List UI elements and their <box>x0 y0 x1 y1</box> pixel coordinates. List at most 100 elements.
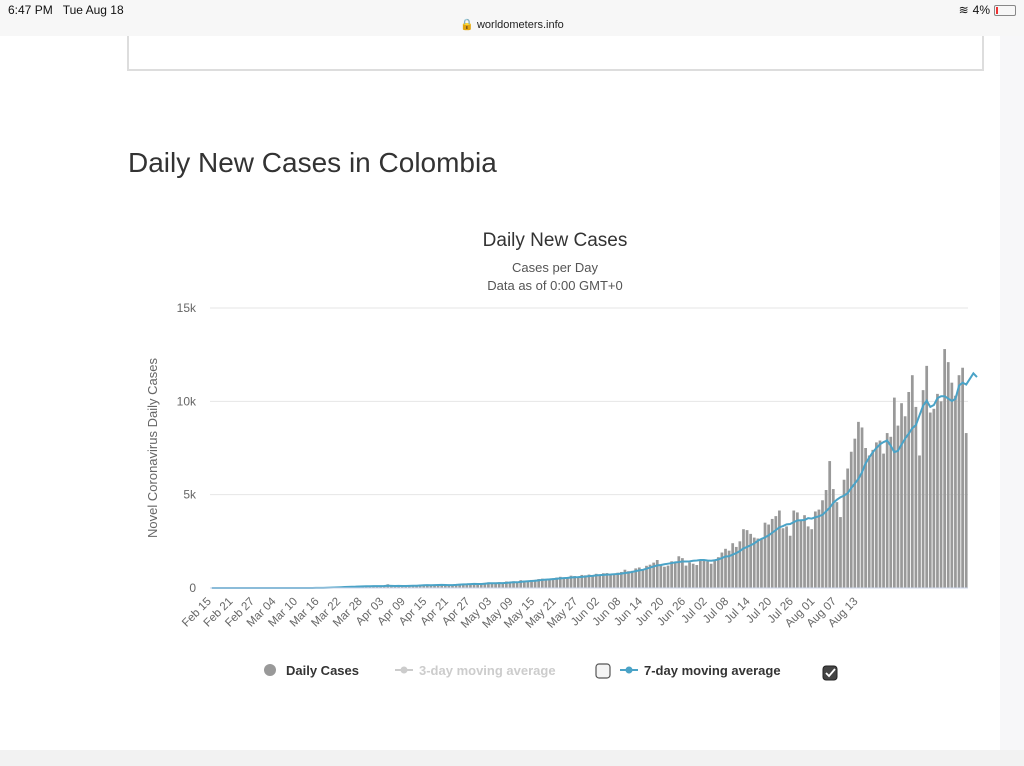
bar <box>526 581 530 588</box>
bar <box>451 585 454 588</box>
bar <box>849 451 853 588</box>
bar <box>706 561 709 588</box>
bar <box>390 586 393 588</box>
y-tick-label: 0 <box>189 581 196 595</box>
bar <box>770 518 774 588</box>
y-axis-label: Novel Coronavirus Daily Cases <box>145 358 160 538</box>
bar <box>846 468 850 588</box>
bar <box>465 584 469 588</box>
bar <box>684 565 688 588</box>
bar <box>774 516 778 588</box>
chart-title: Daily New Cases <box>483 230 628 251</box>
7-day-checkbox-box <box>822 665 838 681</box>
bar <box>745 530 749 588</box>
bar <box>400 586 404 588</box>
legend-3-day-marker <box>400 666 408 674</box>
bar <box>483 582 487 588</box>
bar <box>864 448 867 588</box>
address-bar[interactable]: 🔒 worldometers.info <box>0 18 1024 31</box>
bar <box>720 552 724 588</box>
bar <box>436 584 440 588</box>
bar <box>598 574 602 588</box>
bar <box>731 543 735 588</box>
bar <box>742 529 745 588</box>
bar <box>429 585 433 588</box>
bar <box>645 565 648 588</box>
bar <box>591 576 594 588</box>
bar <box>842 479 846 588</box>
bar <box>788 535 792 588</box>
bar <box>623 569 627 588</box>
bar <box>954 395 957 588</box>
bar <box>479 583 483 588</box>
bar <box>580 574 584 588</box>
legend-daily-cases-label: Daily Cases <box>286 663 359 678</box>
bar <box>587 574 591 588</box>
3-day-checkbox[interactable] <box>595 663 611 679</box>
bar <box>533 579 537 588</box>
bar <box>709 563 713 588</box>
bar <box>796 512 799 588</box>
legend: Daily Cases 3-day moving average 7-day m… <box>264 663 838 681</box>
bar <box>522 580 526 588</box>
bar <box>734 546 738 588</box>
bar <box>447 585 451 588</box>
bar <box>738 541 742 588</box>
bar <box>688 562 691 588</box>
moving-average-polyline <box>211 371 978 589</box>
bar <box>792 510 796 588</box>
legend-item-daily-cases[interactable]: Daily Cases <box>264 663 359 678</box>
bar <box>885 433 889 588</box>
bar <box>713 560 717 588</box>
bar <box>946 362 950 588</box>
bar <box>652 562 656 588</box>
bar <box>699 560 702 588</box>
bar <box>655 560 659 588</box>
bar <box>943 349 947 588</box>
bar <box>519 580 523 588</box>
bar <box>831 489 835 588</box>
bar <box>540 578 544 588</box>
bar <box>921 390 925 588</box>
bar <box>594 573 598 588</box>
legend-7-day-marker <box>625 666 633 674</box>
bar <box>767 524 770 588</box>
7-day-checkbox[interactable] <box>822 665 838 681</box>
lock-icon: 🔒 <box>460 19 474 31</box>
y-tick-label: 5k <box>183 488 197 502</box>
bar <box>871 449 875 588</box>
bar <box>889 436 893 588</box>
bar <box>497 582 501 588</box>
legend-item-3-day-average[interactable]: 3-day moving average <box>395 663 556 678</box>
bar <box>619 571 623 588</box>
bar <box>673 562 677 588</box>
bar <box>910 375 914 588</box>
status-time: 6:47 PM Tue Aug 18 <box>8 3 124 17</box>
bar <box>569 575 573 588</box>
bar <box>562 579 566 588</box>
bar <box>810 529 814 588</box>
bar <box>634 568 638 588</box>
bar <box>544 580 548 588</box>
bar <box>817 509 821 588</box>
bar <box>612 574 616 588</box>
legend-item-7-day-average[interactable]: 7-day moving average <box>620 663 781 678</box>
bar <box>566 577 569 588</box>
bar <box>494 583 497 588</box>
bar <box>641 569 645 588</box>
bar <box>691 563 695 588</box>
bar <box>875 442 878 588</box>
bar <box>648 564 652 588</box>
bar <box>573 576 576 588</box>
bar <box>936 393 939 588</box>
grid: 0 5k 10k 15k <box>177 301 968 595</box>
bar <box>824 490 828 588</box>
url-text: worldometers.info <box>476 19 564 31</box>
side-gutter <box>1000 36 1024 766</box>
bar <box>903 416 907 588</box>
bar <box>803 515 806 588</box>
bar <box>781 528 785 588</box>
legend-3-day-label: 3-day moving average <box>419 663 556 678</box>
bar <box>663 566 666 588</box>
